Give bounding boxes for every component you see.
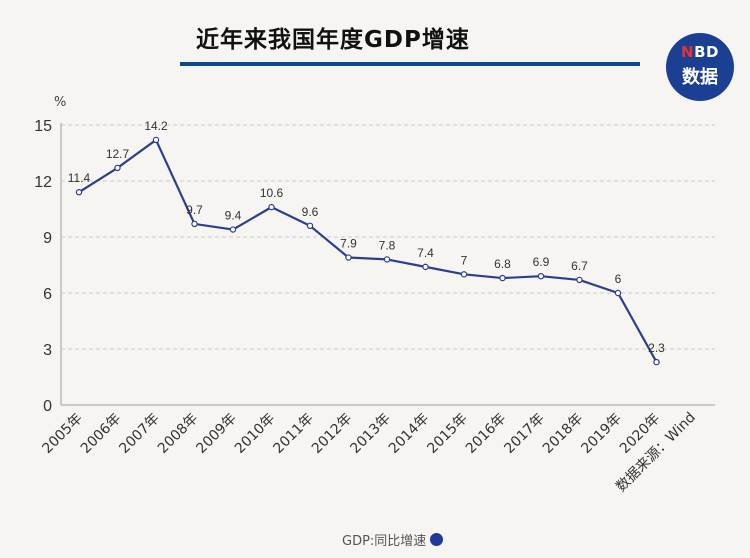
legend-label: GDP:同比增速: [342, 534, 427, 549]
data-point: [576, 276, 583, 284]
x-tick-label: 2019年: [578, 411, 624, 457]
legend: GDP:同比增速: [342, 530, 444, 549]
data-point: [152, 136, 160, 144]
x-tick-label: 2014年: [386, 411, 432, 457]
chart-title: 近年来我国年度GDP增速: [196, 27, 470, 53]
y-tick-label: 15: [34, 118, 52, 135]
data-label: 9.4: [225, 209, 242, 223]
data-point: [191, 220, 198, 228]
x-tick-label: 2010年: [232, 411, 278, 457]
data-label: 12.7: [106, 147, 130, 161]
data-point: [383, 256, 391, 263]
nbd-logo: NBD 数据: [666, 33, 734, 101]
data-label: 10.6: [260, 186, 284, 200]
x-tick-label: 2011年: [270, 411, 316, 457]
data-point: [537, 273, 545, 280]
y-unit-label: %: [54, 95, 66, 110]
x-tick-label: 2013年: [347, 411, 393, 457]
data-point: [75, 188, 83, 196]
x-tick-label: 2017年: [501, 411, 547, 457]
data-point: [306, 222, 314, 229]
x-tick-label: 2018年: [540, 411, 586, 457]
data-label: 2.3: [648, 341, 665, 355]
x-tick-label: 2009年: [193, 411, 239, 457]
logo-text-nbd: NBD: [666, 43, 734, 61]
data-label: 11.4: [68, 171, 91, 185]
logo-accent-letter: N: [681, 43, 695, 61]
data-point: [653, 358, 660, 366]
logo-rest-letters: BD: [694, 43, 719, 61]
data-label: 6.8: [494, 257, 511, 271]
y-tick-label: 3: [43, 342, 52, 359]
legend-series-dot-icon: [430, 533, 444, 546]
data-point: [499, 274, 506, 282]
data-label: 9.6: [302, 205, 319, 219]
x-tick-label: 2016年: [463, 411, 509, 457]
data-label: 7.8: [379, 238, 396, 252]
data-label: 14.2: [144, 119, 168, 133]
title-underline: [180, 62, 640, 66]
data-label: 7: [461, 253, 468, 267]
y-tick-label: 6: [43, 286, 52, 303]
y-tick-label: 9: [43, 230, 52, 247]
x-tick-label: 2008年: [155, 411, 201, 457]
y-tick-label: 0: [43, 398, 52, 415]
data-label: 6.7: [571, 259, 588, 273]
series-line: [78, 138, 658, 363]
data-label: 7.9: [340, 237, 357, 251]
y-tick-label: 12: [34, 174, 52, 191]
data-label: 6.9: [533, 255, 550, 269]
data-point: [345, 254, 352, 261]
x-tick-label: 2005年: [39, 411, 85, 457]
x-tick-label: 2007年: [116, 411, 162, 457]
data-point: [229, 226, 237, 233]
data-point: [114, 164, 121, 172]
x-tick-label: 2012年: [309, 411, 355, 457]
x-tick-label: 2006年: [78, 411, 124, 457]
data-label: 7.4: [417, 246, 434, 260]
data-point: [268, 203, 275, 211]
logo-text-data: 数据: [682, 67, 718, 88]
data-point: [614, 289, 622, 297]
x-tick-label: 2015年: [424, 411, 470, 457]
data-label: 9.7: [186, 203, 203, 217]
data-point: [460, 271, 468, 278]
data-point: [422, 263, 429, 271]
data-label: 6: [615, 272, 622, 286]
